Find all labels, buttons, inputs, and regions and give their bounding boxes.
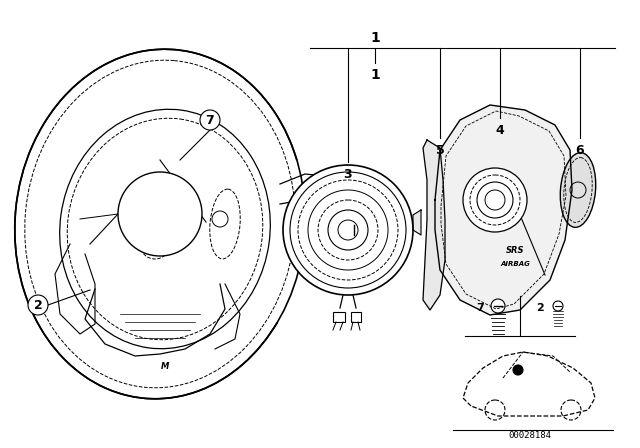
Text: 5: 5 [436,143,444,156]
FancyBboxPatch shape [340,196,358,208]
Text: AIRBAG: AIRBAG [500,261,530,267]
Text: M: M [161,362,169,370]
Text: 6: 6 [576,143,584,156]
Polygon shape [423,140,445,310]
Text: 00028184: 00028184 [509,431,552,439]
Ellipse shape [15,49,305,399]
Text: 2: 2 [536,303,544,313]
Text: 3: 3 [344,168,352,181]
Text: SRS: SRS [506,246,524,254]
Circle shape [200,110,220,130]
FancyBboxPatch shape [335,172,353,184]
Circle shape [283,165,413,295]
Circle shape [463,168,527,232]
Circle shape [513,365,523,375]
Text: 1: 1 [370,31,380,45]
Text: 4: 4 [495,124,504,137]
Circle shape [553,301,563,311]
Text: 1: 1 [370,68,380,82]
Ellipse shape [60,109,270,349]
Text: 7: 7 [476,303,484,313]
FancyBboxPatch shape [351,312,361,322]
Circle shape [28,295,48,315]
Polygon shape [435,105,572,315]
Text: 7: 7 [205,113,214,126]
Circle shape [491,299,505,313]
Circle shape [118,172,202,256]
Ellipse shape [560,153,596,228]
Text: 2: 2 [34,298,42,311]
FancyBboxPatch shape [333,312,345,322]
Polygon shape [413,210,421,235]
